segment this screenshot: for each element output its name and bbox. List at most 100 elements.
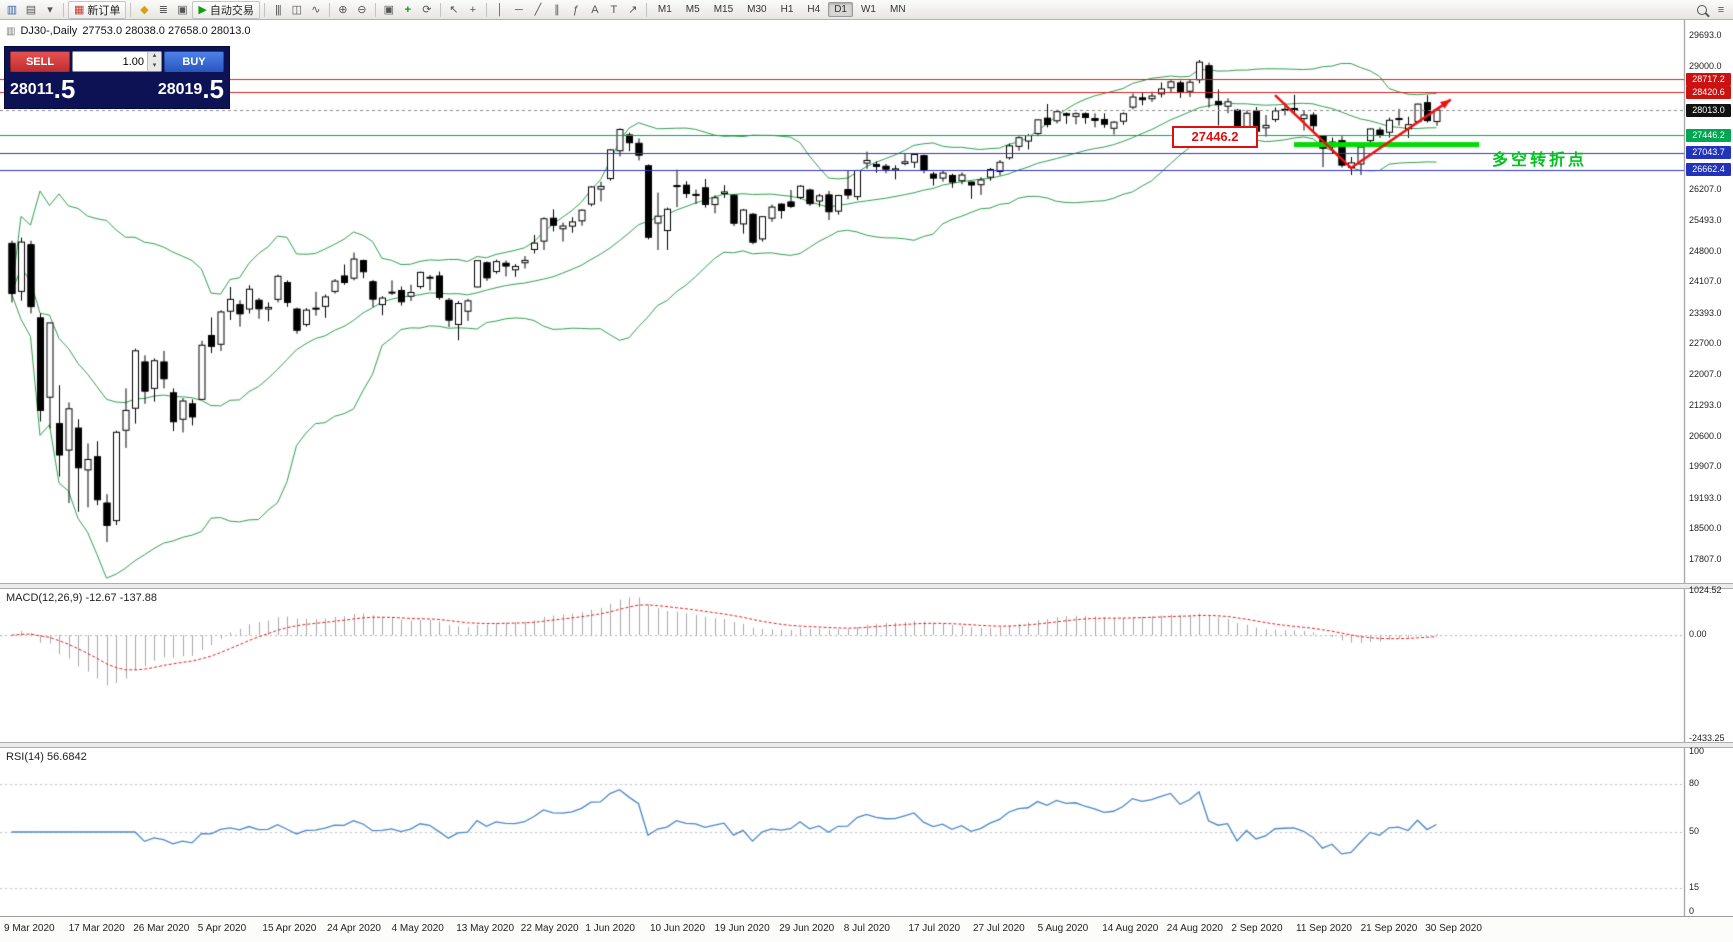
- favorites-icon[interactable]: ◆: [140, 4, 149, 16]
- toolbar-separator: [130, 2, 132, 17]
- toolbar-separator: [439, 2, 441, 17]
- volume-input[interactable]: [73, 52, 147, 71]
- alerts-icon[interactable]: ≣: [158, 4, 169, 16]
- chart-canvas[interactable]: [0, 20, 1733, 916]
- label-tool-icon[interactable]: T: [610, 3, 618, 16]
- volume-down-button[interactable]: ▾: [148, 61, 161, 71]
- date-label: 5 Aug 2020: [1037, 923, 1089, 934]
- date-label: 22 May 2020: [520, 923, 579, 934]
- annotation-text[interactable]: 多空转折点: [1492, 152, 1588, 169]
- timeframe-button-w1[interactable]: W1: [860, 4, 876, 15]
- date-label: 2 Sep 2020: [1231, 923, 1283, 934]
- profiles-caret-icon[interactable]: ▾: [47, 4, 53, 16]
- ask-pip-digit: .5: [202, 74, 224, 104]
- new-order-button[interactable]: ▦ 新订单: [68, 0, 127, 19]
- ask-price: 28019.5: [158, 75, 224, 103]
- horizontal-line-icon[interactable]: ─: [514, 3, 523, 16]
- ask-main-digits: 28019: [157, 81, 203, 98]
- new-order-label: 新订单: [87, 4, 121, 17]
- date-label: 27 Jul 2020: [973, 923, 1025, 934]
- trendline-icon[interactable]: ╱: [534, 4, 542, 16]
- toolbar-separator: [263, 2, 265, 17]
- cycles-icon[interactable]: ⟳: [422, 4, 432, 16]
- search-icon[interactable]: [1693, 2, 1711, 18]
- date-label: 9 Mar 2020: [4, 923, 55, 934]
- candlestick-chart-icon[interactable]: ◫: [291, 4, 303, 16]
- timeframe-button-m15[interactable]: M15: [713, 4, 734, 15]
- volume-up-button[interactable]: ▴: [148, 52, 161, 62]
- macd-label: MACD(12,26,9) -12.67 -137.88: [6, 592, 158, 604]
- date-label: 11 Sep 2020: [1296, 923, 1352, 934]
- volume-stepper: ▴ ▾: [147, 52, 161, 71]
- channel-icon[interactable]: ∥: [554, 4, 560, 16]
- market-icon[interactable]: ▣: [177, 4, 188, 16]
- pane-separator[interactable]: [0, 583, 1733, 589]
- indicators-icon[interactable]: +: [404, 3, 412, 16]
- date-label: 10 Jun 2020: [650, 923, 706, 934]
- sell-button[interactable]: SELL: [10, 51, 70, 72]
- new-chart-icon[interactable]: ▥: [6, 4, 18, 16]
- date-label: 26 Mar 2020: [133, 923, 190, 934]
- timeframe-button-m5[interactable]: M5: [685, 4, 700, 15]
- arrows-tool-icon[interactable]: ↗: [628, 4, 638, 16]
- chart-profiles-icon[interactable]: ▤: [25, 4, 37, 16]
- toolbar-separator: [328, 2, 330, 17]
- magnifier-glyph: [1697, 4, 1707, 15]
- pane-separator[interactable]: [0, 742, 1733, 748]
- order-grid-icon: ▦: [74, 4, 85, 16]
- menu-icon[interactable]: ≡: [1717, 3, 1725, 16]
- toolbar: ▥ ▤ ▾ ▦ 新订单 ◆ ≣ ▣ ▶ 自动交易 ||| ◫ ∿ ⊕ ⊖ ▣ +…: [0, 0, 1733, 20]
- zoom-in-icon[interactable]: ⊕: [338, 4, 348, 16]
- date-label: 19 Jun 2020: [714, 923, 770, 934]
- ohlc-values: 27753.0 28038.0 27658.0 28013.0: [82, 25, 251, 37]
- date-label: 14 Aug 2020: [1102, 923, 1159, 934]
- bid-pip-digit: .5: [53, 74, 76, 104]
- timeframe-button-h4[interactable]: H4: [807, 4, 821, 15]
- autotrade-label: 自动交易: [209, 4, 254, 17]
- date-label: 17 Mar 2020: [68, 923, 125, 934]
- date-label: 8 Jul 2020: [843, 923, 890, 934]
- timeframe-button-m30[interactable]: M30: [747, 4, 767, 15]
- mini-chart-icon: ▥: [6, 25, 16, 37]
- date-label: 24 Apr 2020: [327, 923, 381, 934]
- timeframe-group: M1 M5 M15 M30 H1 H4 D1 W1 MN: [651, 2, 913, 17]
- timeframe-button-h1[interactable]: H1: [780, 4, 794, 15]
- date-label: 13 May 2020: [456, 923, 515, 934]
- timeframe-button-d1[interactable]: D1: [828, 2, 853, 17]
- rsi-label: RSI(14) 56.6842: [6, 751, 87, 763]
- text-tool-icon[interactable]: A: [591, 3, 599, 16]
- bid-main-digits: 28011: [10, 81, 54, 98]
- autotrade-play-icon: ▶: [198, 4, 207, 16]
- date-label: 15 Apr 2020: [262, 923, 317, 934]
- cursor-icon[interactable]: ↖: [449, 4, 459, 16]
- zoom-out-icon[interactable]: ⊖: [357, 4, 367, 16]
- date-label: 21 Sep 2020: [1360, 923, 1418, 934]
- toolbar-separator: [485, 2, 487, 17]
- one-click-trade-panel: SELL ▴ ▾ BUY 28011.5 28019.5: [4, 46, 230, 109]
- date-label: 5 Apr 2020: [197, 923, 247, 934]
- date-label: 17 Jul 2020: [908, 923, 961, 934]
- line-chart-icon[interactable]: ∿: [311, 4, 321, 16]
- date-label: 1 Jun 2020: [585, 923, 635, 934]
- timeframe-button-m1[interactable]: M1: [657, 4, 672, 15]
- toolbar-separator: [374, 2, 376, 17]
- bar-chart-icon[interactable]: |||: [275, 3, 282, 16]
- price-level-label-box[interactable]: 27446.2: [1172, 126, 1258, 148]
- bid-price: 28011.5: [10, 75, 75, 103]
- autotrade-button[interactable]: ▶ 自动交易: [192, 0, 260, 19]
- tile-windows-icon[interactable]: ▣: [383, 4, 395, 16]
- date-label: 29 Jun 2020: [779, 923, 835, 934]
- volume-field: ▴ ▾: [72, 51, 162, 72]
- crosshair-icon[interactable]: +: [469, 3, 477, 16]
- timeframe-button-mn[interactable]: MN: [889, 4, 906, 15]
- toolbar-separator: [63, 2, 64, 17]
- date-axis[interactable]: 9 Mar 2020 17 Mar 2020 26 Mar 2020 5 Apr 20…: [0, 916, 1733, 942]
- fibonacci-icon[interactable]: ƒ: [572, 3, 579, 16]
- date-label: 30 Sep 2020: [1425, 923, 1482, 934]
- date-label: 24 Aug 2020: [1166, 923, 1223, 934]
- toolbar-separator: [645, 2, 647, 17]
- date-label: 4 May 2020: [391, 923, 444, 934]
- vertical-line-icon[interactable]: │: [496, 3, 504, 16]
- buy-button[interactable]: BUY: [164, 51, 224, 72]
